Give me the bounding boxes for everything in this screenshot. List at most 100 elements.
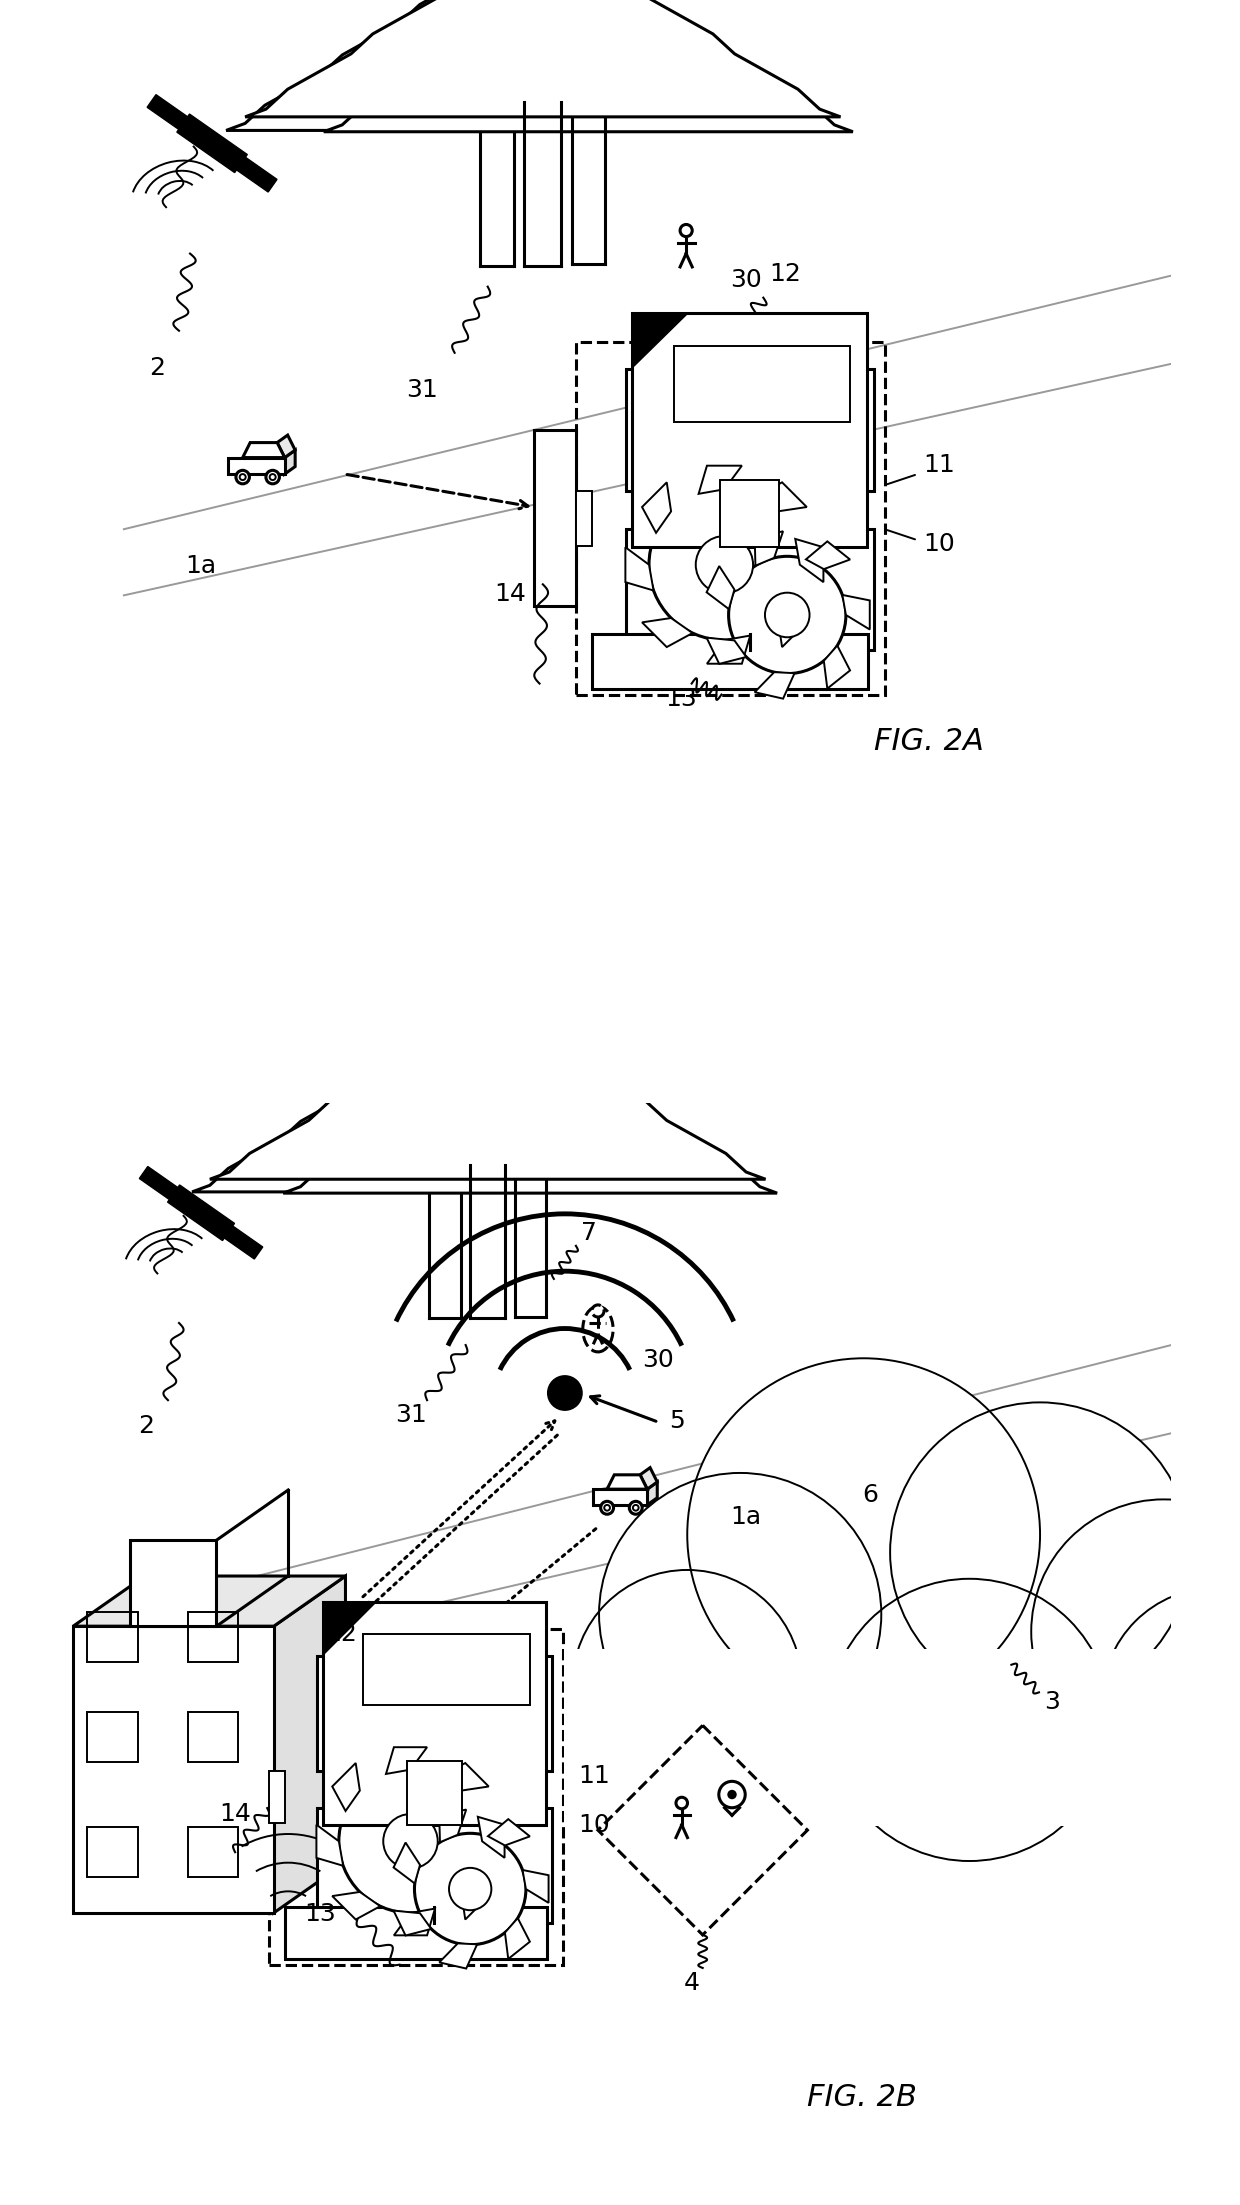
Text: 13: 13	[304, 1901, 336, 1925]
Polygon shape	[755, 673, 795, 699]
Circle shape	[765, 593, 810, 637]
Polygon shape	[246, 0, 841, 117]
Circle shape	[599, 1473, 882, 1755]
Circle shape	[649, 490, 800, 639]
Polygon shape	[698, 465, 742, 494]
Text: 14: 14	[218, 1801, 250, 1826]
Polygon shape	[795, 538, 823, 582]
Polygon shape	[223, 148, 277, 192]
Text: 1a: 1a	[730, 1504, 761, 1528]
Polygon shape	[210, 999, 765, 1180]
Bar	[187, 1711, 238, 1762]
Polygon shape	[823, 646, 851, 688]
Circle shape	[414, 1832, 526, 1945]
Bar	[363, 1634, 529, 1704]
Polygon shape	[332, 1892, 381, 1921]
Polygon shape	[640, 1469, 657, 1488]
Polygon shape	[212, 1217, 263, 1259]
Bar	[675, 346, 851, 421]
Polygon shape	[177, 115, 247, 172]
Polygon shape	[505, 1918, 529, 1958]
Polygon shape	[73, 1577, 346, 1627]
Circle shape	[676, 1797, 687, 1808]
Polygon shape	[642, 483, 671, 534]
Polygon shape	[707, 567, 734, 609]
Bar	[322, 1601, 546, 1826]
Polygon shape	[148, 95, 201, 139]
Text: 30: 30	[642, 1347, 673, 1372]
Bar	[625, 368, 873, 490]
Bar	[88, 1612, 138, 1663]
Text: 5: 5	[670, 1409, 686, 1433]
Polygon shape	[598, 1724, 807, 1936]
Text: FIG. 2B: FIG. 2B	[807, 2084, 918, 2112]
Polygon shape	[755, 531, 784, 567]
Circle shape	[383, 1815, 438, 1868]
Text: 31: 31	[394, 1402, 427, 1427]
Text: FIG. 2A: FIG. 2A	[873, 728, 983, 756]
Bar	[73, 1627, 274, 1912]
Text: 14: 14	[495, 582, 526, 606]
Bar	[593, 635, 868, 688]
Polygon shape	[440, 1764, 489, 1790]
Polygon shape	[226, 0, 769, 130]
Polygon shape	[439, 1943, 477, 1969]
Polygon shape	[777, 598, 807, 646]
Bar	[187, 1826, 238, 1876]
Bar	[130, 1539, 217, 1627]
Polygon shape	[642, 617, 692, 646]
Text: 6: 6	[863, 1482, 879, 1506]
Polygon shape	[265, 873, 711, 1028]
Polygon shape	[243, 443, 285, 459]
Bar	[285, 1907, 547, 1960]
Polygon shape	[332, 1764, 360, 1810]
Bar	[269, 1771, 285, 1824]
Bar	[229, 1713, 269, 1881]
Polygon shape	[608, 1475, 647, 1488]
Text: 30: 30	[730, 267, 763, 291]
Bar	[88, 1826, 138, 1876]
Polygon shape	[593, 1488, 647, 1504]
Polygon shape	[386, 1746, 427, 1775]
Bar	[625, 529, 873, 650]
Polygon shape	[394, 1910, 435, 1936]
Text: 3: 3	[1044, 1689, 1060, 1713]
Circle shape	[680, 225, 692, 236]
Circle shape	[687, 1358, 1040, 1711]
Polygon shape	[319, 811, 572, 926]
Text: 11: 11	[578, 1764, 610, 1788]
Text: 12: 12	[769, 262, 801, 287]
Circle shape	[600, 1502, 614, 1515]
Circle shape	[265, 470, 279, 483]
Polygon shape	[228, 459, 285, 474]
Polygon shape	[243, 913, 647, 1052]
Polygon shape	[167, 1184, 234, 1241]
Bar	[534, 430, 575, 606]
Polygon shape	[407, 822, 653, 933]
Polygon shape	[487, 1819, 529, 1846]
Polygon shape	[274, 1577, 346, 1912]
Polygon shape	[322, 1601, 374, 1654]
Polygon shape	[707, 637, 746, 664]
Bar	[187, 1612, 238, 1663]
Circle shape	[339, 1771, 482, 1914]
Text: 31: 31	[405, 377, 438, 401]
Polygon shape	[332, 922, 728, 1058]
Text: 2: 2	[138, 1413, 154, 1438]
Polygon shape	[439, 1810, 466, 1841]
Polygon shape	[285, 450, 295, 474]
Polygon shape	[842, 595, 869, 628]
Polygon shape	[461, 1872, 489, 1921]
Bar	[564, 1649, 1240, 1826]
Circle shape	[729, 556, 846, 675]
Polygon shape	[316, 1826, 343, 1865]
Text: 4: 4	[683, 1971, 699, 1996]
Bar	[720, 481, 779, 547]
Bar	[407, 1762, 463, 1826]
Circle shape	[591, 1305, 604, 1316]
Polygon shape	[208, 1215, 229, 1235]
Polygon shape	[182, 119, 203, 141]
Polygon shape	[192, 1028, 698, 1193]
Bar	[88, 1711, 138, 1762]
Circle shape	[728, 1790, 737, 1799]
